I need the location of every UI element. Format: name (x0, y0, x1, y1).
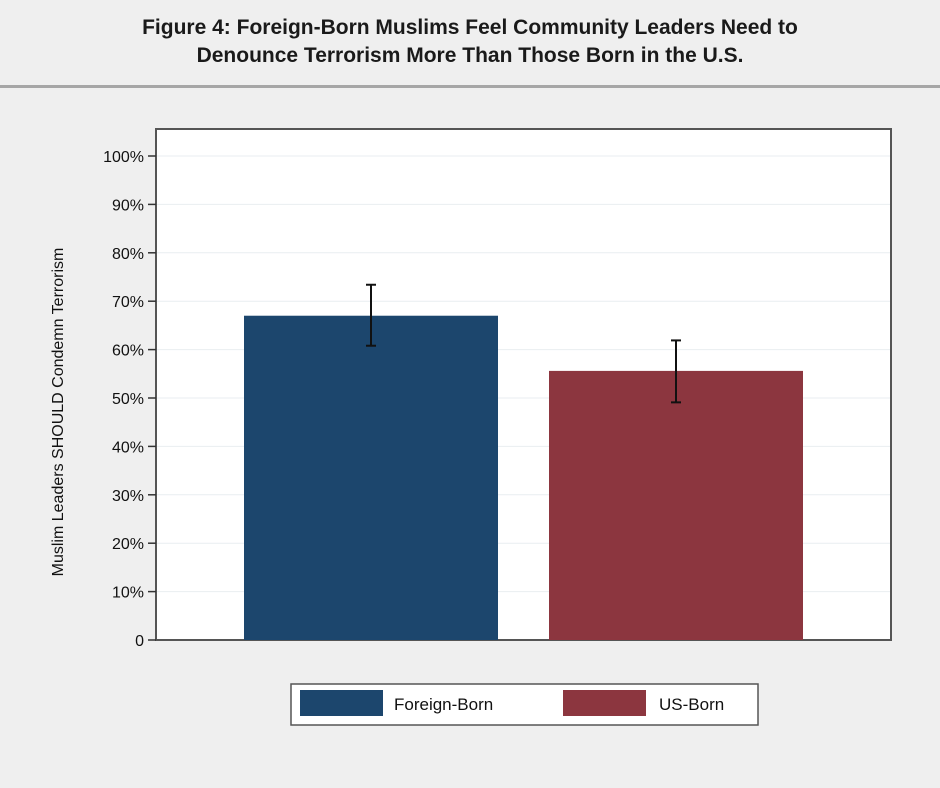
chart-title-line-1: Figure 4: Foreign-Born Muslims Feel Comm… (142, 16, 798, 39)
bar-us-born (549, 370, 803, 640)
bar-foreign-born (244, 315, 498, 640)
chart-title: Figure 4: Foreign-Born Muslims Feel Comm… (0, 14, 940, 70)
y-tick-label: 50% (112, 391, 144, 408)
y-axis: 0 10% 20% 30% 40% 50% 60% 70% 80% 90% 100% (103, 149, 156, 650)
y-axis-label: Muslim Leaders SHOULD Condemn Terrorism (50, 248, 67, 577)
legend-label: Foreign-Born (394, 695, 493, 714)
title-divider (0, 85, 940, 88)
bars (244, 283, 803, 640)
legend-swatch (563, 690, 646, 716)
y-tick-label: 70% (112, 294, 144, 311)
y-tick-label: 80% (112, 246, 144, 263)
y-tick-label: 60% (112, 343, 144, 360)
y-tick-label: 100% (103, 149, 144, 166)
legend-label: US-Born (659, 695, 724, 714)
legend-swatch (300, 690, 383, 716)
y-tick-label: 30% (112, 488, 144, 505)
chart-title-line-2: Denounce Terrorism More Than Those Born … (196, 44, 744, 67)
y-tick-label: 20% (112, 536, 144, 553)
y-tick-label: 10% (112, 585, 144, 602)
y-tick-label: 0 (135, 633, 144, 650)
y-tick-label: 90% (112, 197, 144, 214)
y-tick-label: 40% (112, 439, 144, 456)
legend: Foreign-Born US-Born (290, 683, 759, 726)
